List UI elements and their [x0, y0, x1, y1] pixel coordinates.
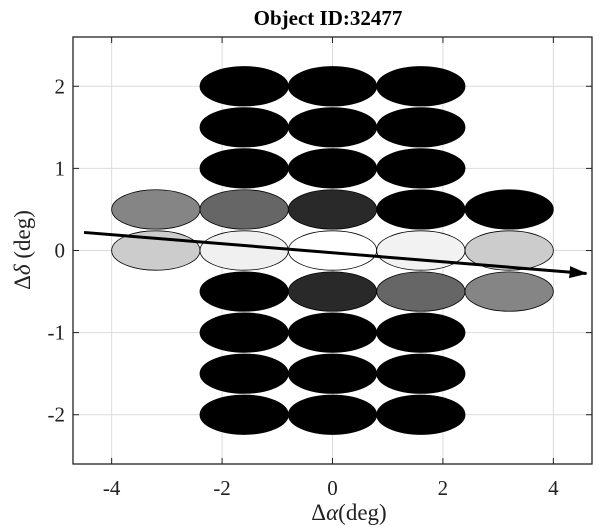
beam-ellipse: [199, 353, 289, 394]
y-tick-label: -1: [48, 321, 66, 345]
trajectory: [83, 230, 588, 279]
beam-ellipse: [376, 66, 466, 107]
beam-ellipse: [287, 107, 378, 148]
beam-ellipse: [287, 271, 378, 312]
beam-ellipse: [287, 312, 378, 353]
beam-ellipse: [464, 271, 554, 312]
beam-ellipse: [287, 66, 378, 107]
beam-ellipse: [287, 189, 378, 230]
beam-ellipse: [376, 394, 466, 435]
beam-ellipse: [199, 66, 289, 107]
beam-ellipse: [376, 230, 466, 271]
x-tick-label: 0: [327, 476, 338, 500]
beam-ellipse: [464, 230, 554, 271]
beam-ellipse: [199, 394, 289, 435]
beam-ellipse: [376, 271, 466, 312]
beam-ellipse: [199, 230, 289, 271]
y-tick-label: 1: [55, 156, 66, 180]
beam-ellipse: [376, 148, 466, 189]
beam-ellipse: [464, 189, 554, 230]
beam-ellipse: [287, 148, 378, 189]
beam-ellipse: [199, 189, 289, 230]
chart-title: Object ID:32477: [254, 6, 403, 30]
trajectory-arrow: [83, 230, 588, 279]
y-tick-label: 0: [55, 239, 66, 263]
x-tick-label: 4: [548, 476, 559, 500]
beam-ellipse: [376, 107, 466, 148]
beam-ellipse: [287, 353, 378, 394]
x-tick-label: 2: [438, 476, 449, 500]
axis-ticks: -4 -2 0 2 4 -2 -1 0 1 2: [48, 37, 592, 500]
beam-ellipse: [199, 107, 289, 148]
beam-ellipses: [111, 66, 554, 435]
x-axis-label: Δα(deg): [311, 500, 386, 525]
y-tick-label: 2: [55, 74, 66, 98]
x-tick-label: -4: [103, 476, 121, 500]
beam-ellipse: [199, 312, 289, 353]
beam-ellipse: [199, 148, 289, 189]
beam-ellipse: [199, 271, 289, 312]
beam-ellipse: [287, 394, 378, 435]
x-tick-label: -2: [213, 476, 231, 500]
beam-ellipse: [111, 189, 201, 230]
beam-ellipse: [376, 189, 466, 230]
beam-ellipse: [376, 312, 466, 353]
beam-ellipse: [376, 353, 466, 394]
y-tick-label: -2: [48, 403, 66, 427]
y-axis-label: Δδ (deg): [10, 210, 35, 290]
